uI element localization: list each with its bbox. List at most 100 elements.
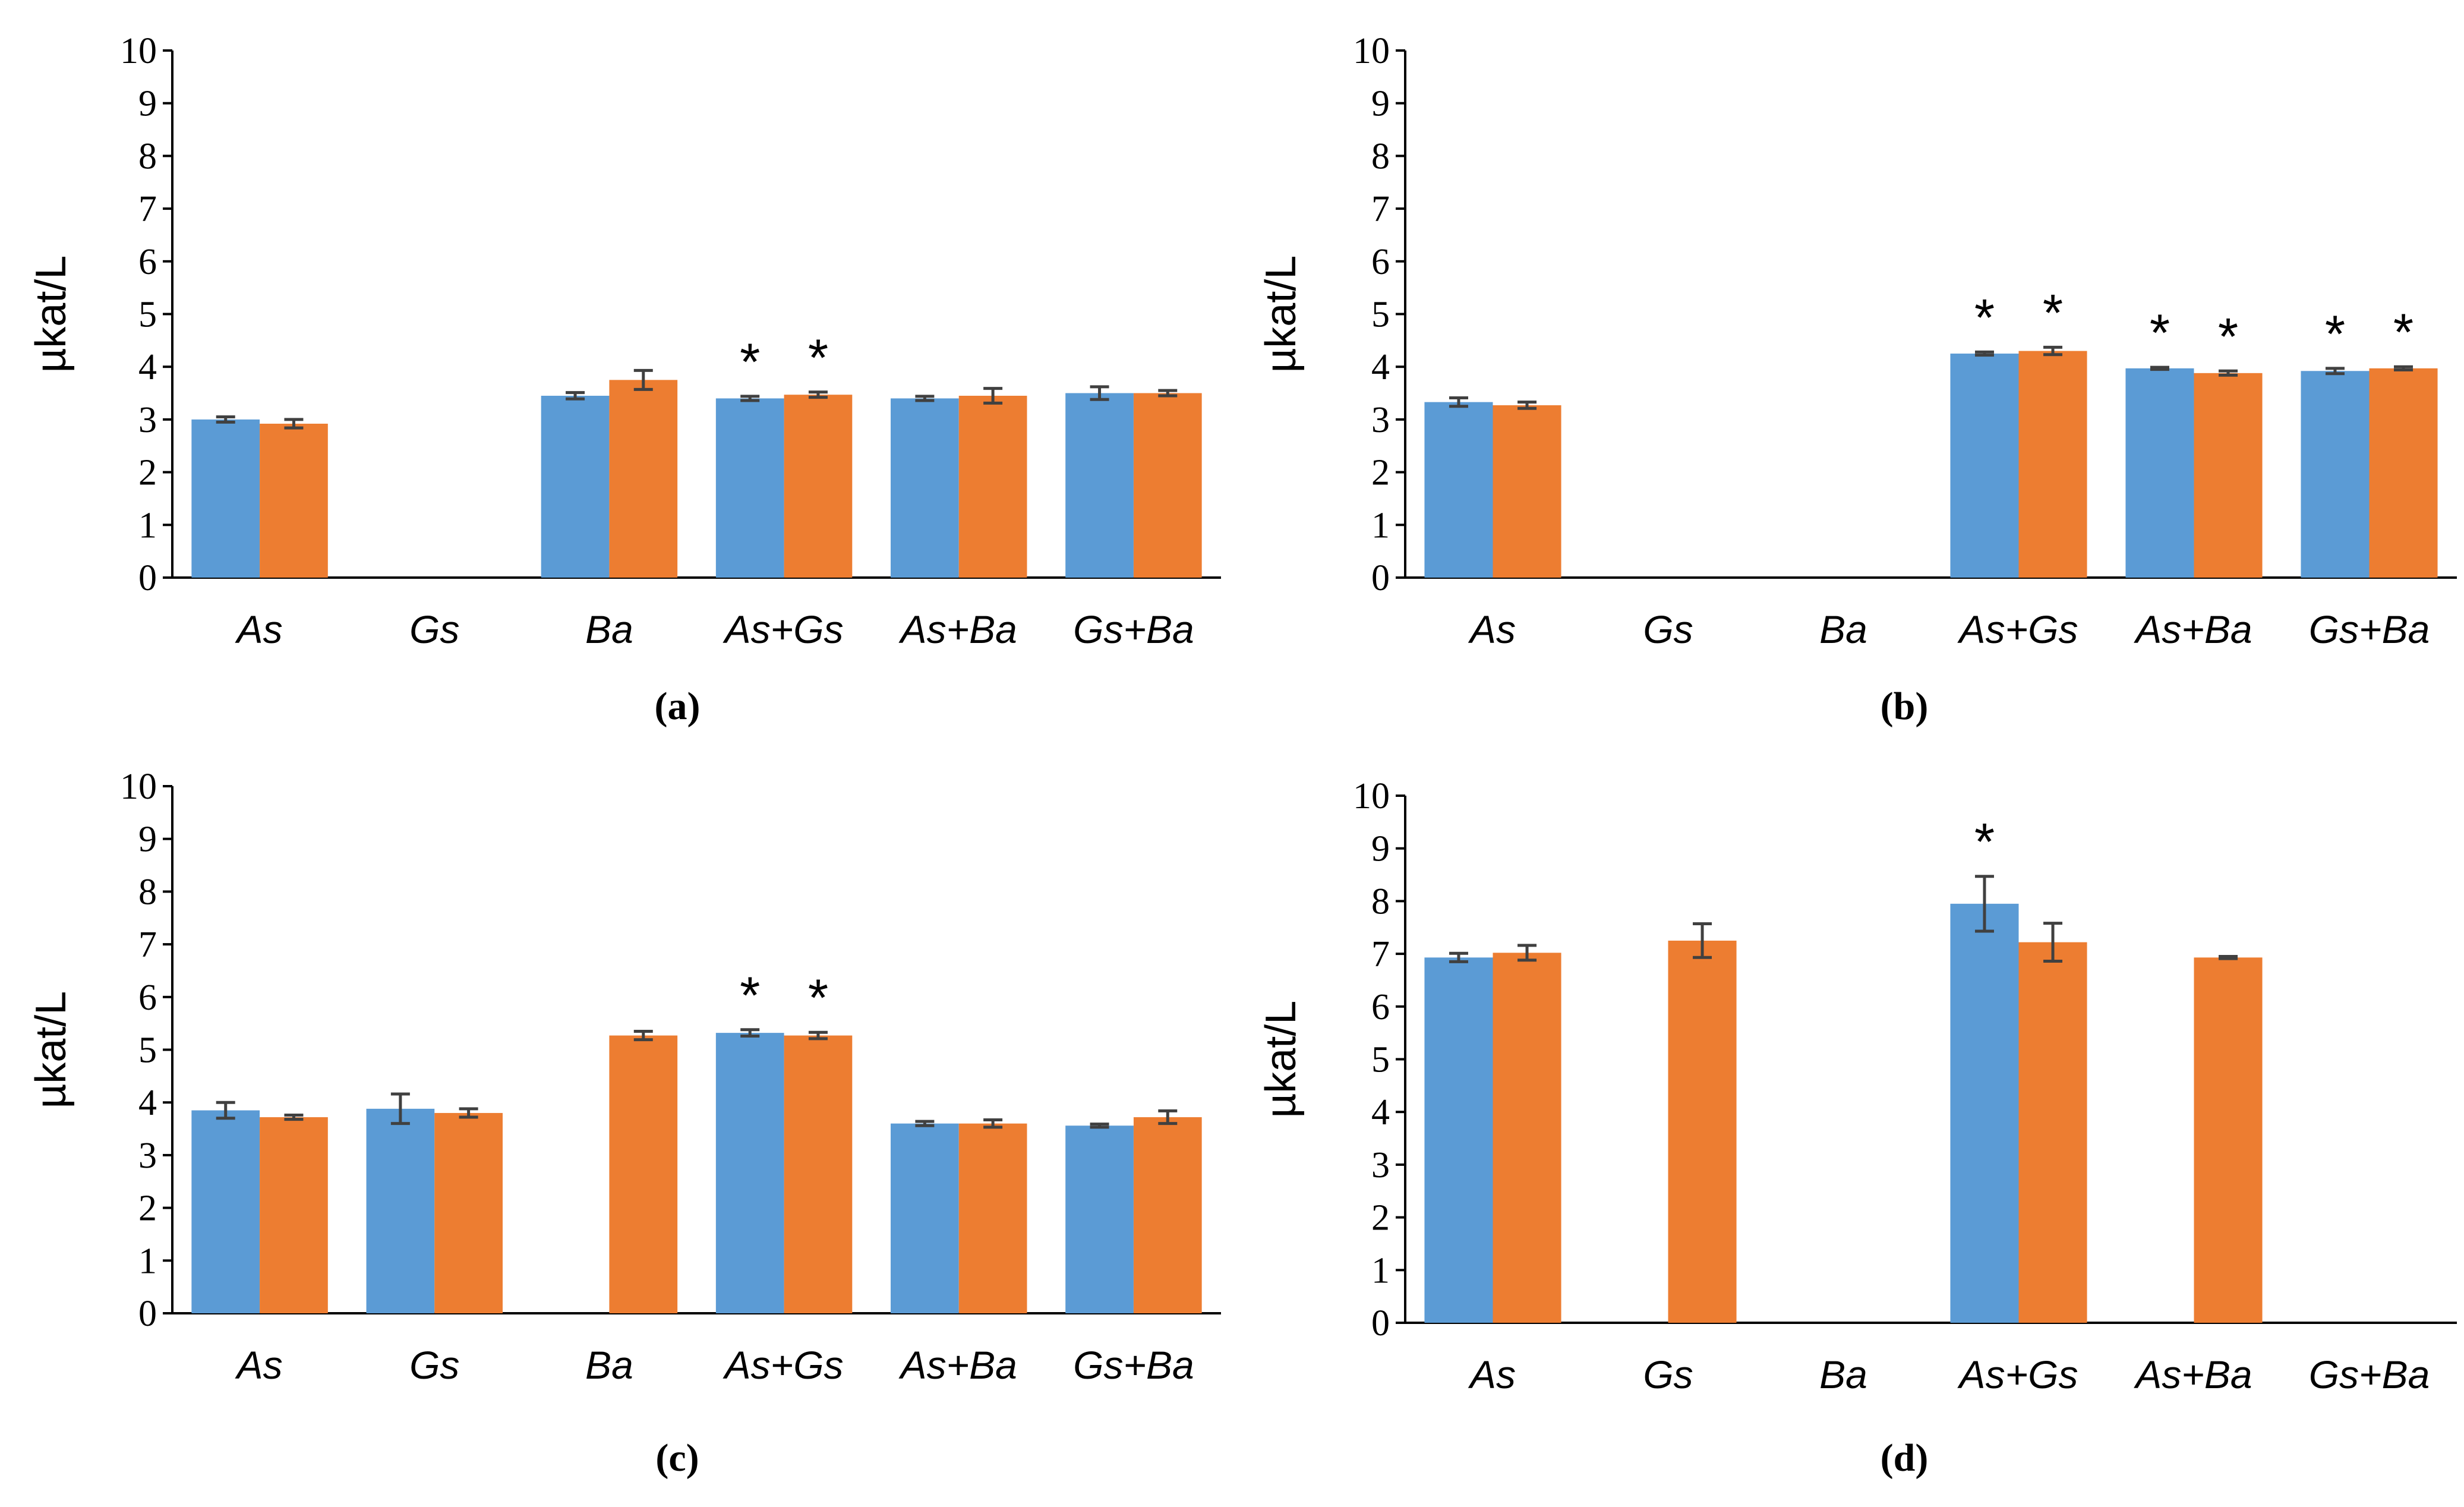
bar-a-Ba-series1 [541,395,610,578]
bar-a-Gs+Ba-series2 [1133,393,1202,578]
error-bar [808,390,828,399]
x-tick-label: Ba [1819,607,1867,651]
y-tick-label: 5 [1371,295,1390,335]
error-bar [1449,396,1468,408]
y-tick-label: 5 [138,295,157,335]
y-tick-label: 4 [1371,1092,1390,1133]
error-bar [2219,955,2238,960]
bar-d-Gs-series2 [1668,940,1737,1323]
panel-label: (c) [655,1436,699,1480]
bar-a-Gs+Ba-series1 [1065,393,1134,578]
significance-asterisk: * [2218,307,2238,365]
error-bar [216,1101,235,1120]
x-tick-label: Gs [409,607,459,651]
y-tick-label: 10 [1353,776,1390,816]
x-tick-label: Ba [585,607,633,651]
y-tick-label: 7 [138,189,157,229]
error-bar [2325,367,2345,376]
x-tick-label: Gs [1643,607,1693,651]
significance-asterisk: * [2393,302,2413,361]
error-bar [1158,1109,1178,1125]
bar-c-Gs+Ba-series1 [1065,1125,1134,1313]
error-bar [1090,1123,1109,1129]
y-axis-title: µkat/L [1257,1001,1305,1118]
x-tick-label: As [1468,1352,1516,1396]
error-bar [2150,365,2169,371]
significance-asterisk: * [808,968,828,1027]
y-tick-label: 0 [138,558,157,598]
error-bar [1693,922,1712,959]
bar-a-Ba-series2 [609,380,678,578]
y-tick-label: 9 [138,819,157,860]
error-bar [983,387,1003,405]
x-tick-label: As+Gs [723,607,844,651]
x-tick-label: As+Ba [2133,607,2252,651]
panel-label: (b) [1881,685,1929,728]
x-tick-label: As+Ba [898,607,1017,651]
y-tick-label: 9 [1371,829,1390,869]
x-tick-label: As+Ba [2133,1352,2252,1396]
bar-d-As+Ba-series2 [2194,957,2263,1323]
y-tick-label: 8 [138,136,157,176]
bar-c-As+Ba-series1 [891,1123,959,1313]
significance-asterisk: * [1974,812,1995,871]
y-tick-label: 6 [138,242,157,282]
x-tick-label: As [235,607,283,651]
error-bar [1974,875,1994,933]
bar-b-As+Gs-series2 [2018,351,2087,578]
error-bar [808,1030,828,1041]
significance-asterisk: * [2150,303,2170,362]
y-tick-label: 10 [1353,31,1390,71]
bar-c-Gs+Ba-series2 [1133,1117,1202,1313]
x-tick-label: Ba [585,1343,633,1387]
y-tick-label: 3 [138,400,157,440]
significance-asterisk: * [808,328,828,387]
error-bar [983,1118,1003,1129]
x-tick-label: As [1468,607,1516,651]
y-tick-label: 6 [138,978,157,1018]
panel-label: (a) [655,685,701,728]
chart-panel-b: 0 1 2 3 4 5 6 7 8 9 10 µkat/L As Gs Ba * * As+Gs * * As+Ba * *… [1257,31,2457,728]
bar-d-As+Gs-series2 [2018,942,2087,1323]
error-bar [1090,385,1109,401]
significance-asterisk: * [2325,304,2345,363]
error-bar [1517,401,1537,410]
y-tick-label: 0 [138,1294,157,1334]
y-tick-label: 9 [138,84,157,124]
error-bar [459,1107,478,1119]
y-tick-label: 8 [138,872,157,912]
y-tick-label: 0 [1371,558,1390,598]
significance-asterisk: * [740,332,760,391]
y-tick-label: 1 [1371,1250,1390,1291]
bar-b-Gs+Ba-series1 [2301,371,2370,578]
y-tick-label: 3 [1371,400,1390,440]
error-bar [915,1120,935,1127]
error-bar [2043,345,2063,357]
bar-c-As+Gs-series2 [784,1035,853,1313]
y-tick-label: 7 [1371,934,1390,975]
significance-asterisk: * [2043,283,2063,342]
x-tick-label: As [235,1343,283,1387]
bar-a-As+Ba-series2 [958,395,1027,578]
error-bar [633,1029,653,1042]
y-tick-label: 6 [1371,987,1390,1027]
y-tick-label: 1 [138,505,157,546]
error-bar [1158,389,1178,398]
error-bar [284,1113,304,1121]
bar-d-As+Gs-series1 [1950,903,2019,1323]
error-bar [216,415,235,424]
y-tick-label: 10 [120,767,157,807]
bar-b-As-series1 [1424,402,1493,578]
bar-c-Gs-series1 [366,1108,435,1313]
bar-a-As+Gs-series2 [784,395,853,578]
y-tick-label: 7 [138,925,157,965]
bar-b-As+Gs-series1 [1950,354,2019,578]
x-tick-label: Gs [409,1343,459,1387]
bar-b-As+Ba-series1 [2125,368,2194,578]
y-tick-label: 8 [1371,136,1390,176]
bar-a-As+Gs-series1 [715,398,784,578]
y-tick-label: 9 [1371,84,1390,124]
error-bar [1974,350,1994,357]
